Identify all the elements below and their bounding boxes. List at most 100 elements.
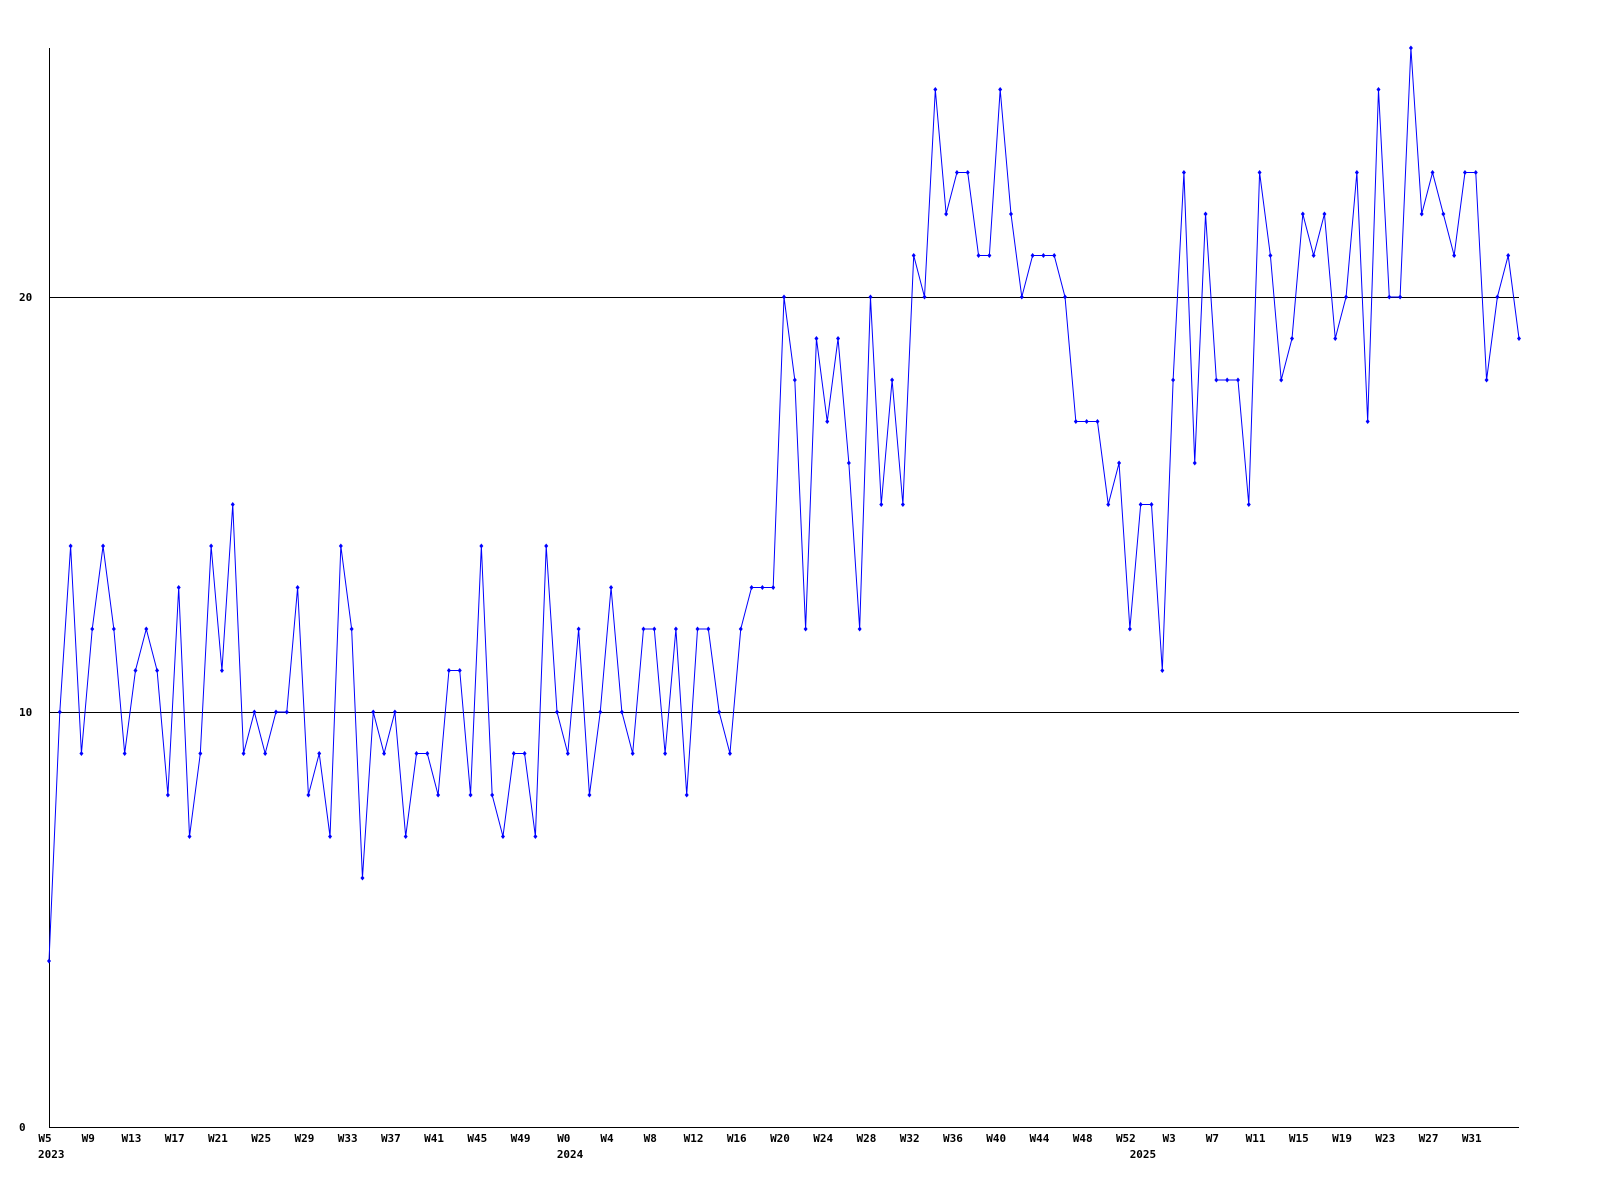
point-marker (663, 751, 668, 756)
point-marker (1138, 502, 1143, 507)
point-marker (1506, 253, 1511, 258)
x-tick-label: W9 (82, 1132, 95, 1145)
x-tick-label: W52 (1116, 1132, 1136, 1145)
x-tick-label: W19 (1332, 1132, 1352, 1145)
point-marker (803, 626, 808, 632)
point-marker (317, 751, 322, 756)
point-marker (349, 626, 354, 632)
point-marker (57, 709, 62, 715)
point-marker (155, 668, 160, 673)
point-marker (1408, 45, 1413, 51)
x-tick-label: W24 (813, 1132, 833, 1145)
point-marker (252, 709, 257, 715)
point-marker (1041, 253, 1046, 258)
x-tick-label: W17 (165, 1132, 185, 1145)
point-marker (111, 626, 116, 632)
x-tick-label: W4 (600, 1132, 614, 1145)
point-marker (1398, 294, 1403, 300)
point-marker (1008, 211, 1013, 217)
x-tick-label: W23 (1375, 1132, 1395, 1145)
y-tick-label: 10 (19, 706, 32, 719)
point-marker (392, 709, 397, 715)
point-marker (219, 668, 224, 673)
point-marker (468, 792, 473, 798)
point-marker (1419, 211, 1424, 217)
point-marker (792, 377, 797, 383)
point-marker (900, 502, 905, 507)
point-marker (479, 543, 484, 549)
point-marker (1052, 253, 1057, 258)
point-marker (976, 253, 981, 258)
point-marker (576, 626, 581, 632)
point-marker (1117, 460, 1122, 466)
point-marker (933, 87, 938, 92)
x-year-label: 2023 (38, 1148, 65, 1161)
point-marker (1257, 170, 1262, 175)
point-marker (1376, 87, 1381, 92)
point-marker (500, 834, 505, 839)
point-marker (695, 626, 700, 632)
point-marker (273, 709, 278, 715)
x-tick-label: W37 (381, 1132, 401, 1145)
x-tick-label: W41 (424, 1132, 444, 1145)
x-tick-label: W25 (251, 1132, 271, 1145)
x-tick-label: W28 (857, 1132, 877, 1145)
point-marker (306, 792, 311, 798)
point-marker (446, 668, 451, 673)
point-marker (490, 792, 495, 798)
point-marker (1462, 170, 1467, 175)
point-marker (879, 502, 884, 507)
point-marker (187, 834, 192, 839)
point-marker (1430, 170, 1435, 175)
x-tick-label: W20 (770, 1132, 790, 1145)
x-tick-label: W15 (1289, 1132, 1309, 1145)
x-tick-label: W12 (684, 1132, 704, 1145)
point-marker (1279, 377, 1284, 383)
point-marker (457, 668, 462, 673)
point-marker (414, 751, 419, 756)
point-marker (1322, 211, 1327, 217)
point-marker (1063, 294, 1068, 300)
x-tick-label: W11 (1246, 1132, 1266, 1145)
x-year-label: 2024 (557, 1148, 584, 1161)
point-marker (922, 294, 927, 300)
point-marker (101, 543, 106, 549)
point-marker (241, 751, 246, 756)
point-marker (836, 336, 841, 341)
x-tick-label: W36 (943, 1132, 963, 1145)
point-marker (857, 626, 862, 632)
point-marker (814, 336, 819, 341)
y-tick-label: 20 (19, 291, 32, 304)
point-marker (1484, 377, 1489, 383)
point-marker (198, 751, 203, 756)
point-marker (1441, 211, 1446, 217)
point-marker (1192, 460, 1197, 466)
point-marker (338, 543, 343, 549)
point-marker (706, 626, 711, 632)
point-marker (1214, 377, 1219, 383)
x-tick-label: W21 (208, 1132, 228, 1145)
series-line (48, 47, 1520, 962)
point-marker (944, 211, 949, 217)
x-tick-label: W29 (294, 1132, 314, 1145)
x-tick-label: W27 (1419, 1132, 1439, 1145)
x-tick-label: W45 (467, 1132, 487, 1145)
point-marker (598, 709, 603, 715)
x-year-label: 2025 (1130, 1148, 1157, 1161)
point-marker (360, 875, 365, 881)
x-tick-label: W44 (1029, 1132, 1049, 1145)
point-marker (641, 626, 646, 632)
point-marker (727, 751, 732, 756)
point-marker (209, 543, 214, 549)
point-marker (1030, 253, 1035, 258)
point-marker (825, 419, 830, 424)
point-marker (328, 834, 333, 839)
point-marker (263, 751, 268, 756)
point-marker (673, 626, 678, 632)
point-marker (1181, 170, 1186, 175)
x-tick-label: W16 (727, 1132, 747, 1145)
point-marker (176, 585, 181, 590)
point-marker (1473, 170, 1478, 175)
x-tick-label: W8 (644, 1132, 657, 1145)
